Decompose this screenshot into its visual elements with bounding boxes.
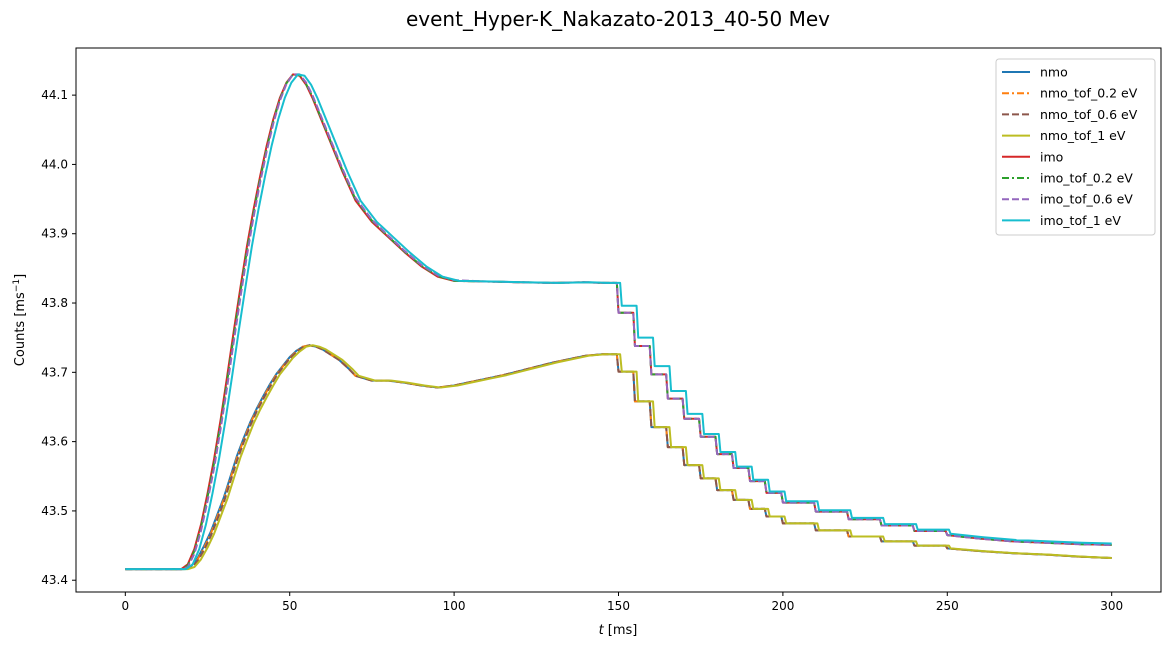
legend: nmo nmo_tof_0.2 eV nmo_tof_0.6 eV nmo_tof_1… [995, 58, 1156, 236]
y-tick-label: 43.7 [41, 365, 68, 379]
x-tick-label: 150 [607, 599, 630, 613]
y-axis-label: Counts [ms−1] [12, 274, 28, 366]
y-axis: 43.4 43.5 43.6 43.7 43.8 43.9 44.0 44.1 [41, 88, 76, 587]
legend-label: nmo [1040, 65, 1068, 80]
y-tick-label: 43.9 [41, 227, 68, 241]
y-axis-label-text: Counts [ms [13, 292, 28, 366]
x-tick-label: 200 [771, 599, 794, 613]
legend-label: imo_tof_1 eV [1040, 213, 1121, 228]
x-axis: 0 50 100 150 200 250 300 [121, 592, 1123, 613]
y-axis-label-end: ] [13, 274, 28, 279]
legend-label: nmo_tof_1 eV [1040, 128, 1126, 143]
series-line-nmo-tof-0-6-ev [125, 344, 1112, 571]
y-tick-label: 43.5 [41, 504, 68, 518]
series-line-imo-tof-0-6-ev [125, 73, 1112, 571]
y-tick-label: 43.4 [41, 573, 68, 587]
series-line-imo-tof-1-ev [125, 73, 1112, 571]
series-line-imo [125, 73, 1112, 571]
y-tick-label: 44.0 [41, 157, 68, 171]
x-axis-label-unit: [ms] [608, 623, 638, 638]
legend-label: imo_tof_0.6 eV [1040, 192, 1133, 207]
x-tick-label: 0 [121, 599, 129, 613]
y-tick-label: 43.8 [41, 296, 68, 310]
x-tick-label: 50 [282, 599, 297, 613]
legend-label: nmo_tof_0.6 eV [1040, 107, 1138, 122]
chart-title: event_Hyper-K_Nakazato-2013_40-50 Mev [406, 7, 830, 31]
series-line-nmo-tof-1-ev [125, 344, 1112, 571]
x-axis-label: t [ms] [599, 623, 638, 638]
legend-label: imo_tof_0.2 eV [1040, 171, 1133, 186]
y-tick-label: 44.1 [41, 88, 68, 102]
y-axis-label-sup: −1 [12, 279, 22, 292]
y-tick-label: 43.6 [41, 435, 68, 449]
x-tick-label: 300 [1100, 599, 1123, 613]
x-tick-label: 100 [443, 599, 466, 613]
legend-label: nmo_tof_0.2 eV [1040, 86, 1138, 101]
legend-box [995, 58, 1156, 236]
x-tick-label: 250 [936, 599, 959, 613]
series-line-imo-tof-0-2-ev [125, 73, 1112, 571]
x-axis-label-var: t [599, 623, 605, 638]
legend-label: imo [1040, 149, 1063, 164]
plot-lines [125, 73, 1112, 571]
